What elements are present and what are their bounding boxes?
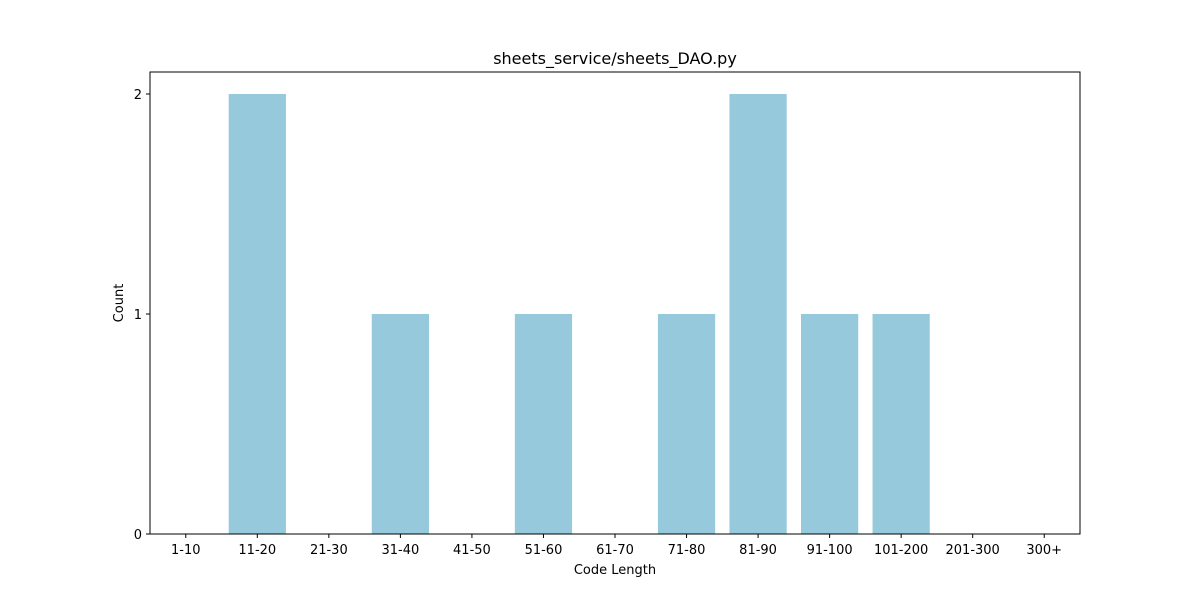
bar-51-60 (514, 314, 573, 534)
x-tick-label: 21-30 (310, 543, 348, 558)
y-axis-label: Count (112, 284, 127, 323)
plot-area (150, 72, 1080, 534)
x-tick-label: 61-70 (596, 543, 634, 558)
x-tick-label: 31-40 (381, 543, 419, 558)
y-tick-label: 0 (134, 528, 142, 543)
bar-101-200 (872, 314, 930, 534)
x-tick-label: 1-10 (171, 543, 201, 558)
bar-71-80 (657, 314, 716, 534)
x-tick-label: 51-60 (525, 543, 563, 558)
x-axis-label: Code Length (574, 563, 656, 578)
y-axis-ticks: 0 1 2 (134, 88, 150, 543)
x-tick-label: 300+ (1026, 543, 1062, 558)
x-tick-label: 81-90 (739, 543, 777, 558)
x-tick-label: 71-80 (668, 543, 706, 558)
y-tick-label: 2 (134, 88, 142, 103)
plot-frame (149, 71, 1081, 535)
x-tick-label: 201-300 (946, 543, 1000, 558)
bars-group (228, 94, 930, 534)
bar-81-90 (729, 94, 787, 534)
x-tick-label: 101-200 (874, 543, 928, 558)
x-tick-label: 11-20 (238, 543, 276, 558)
chart-title: sheets_service/sheets_DAO.py (493, 49, 737, 69)
bar-11-20 (228, 94, 286, 534)
x-tick-label: 41-50 (453, 543, 491, 558)
bar-31-40 (371, 314, 429, 534)
x-axis-ticks: 1-10 11-20 21-30 31-40 41-50 51-60 61-70 71-80 8… (171, 534, 1062, 558)
bar-91-100 (801, 314, 859, 534)
x-tick-label: 91-100 (807, 543, 853, 558)
y-tick-label: 1 (134, 308, 142, 323)
